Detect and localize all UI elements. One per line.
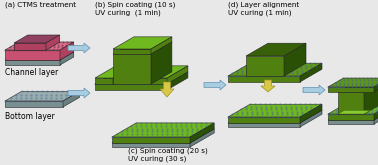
Polygon shape bbox=[95, 72, 188, 84]
Polygon shape bbox=[60, 52, 74, 65]
Polygon shape bbox=[95, 78, 113, 84]
Polygon shape bbox=[14, 35, 60, 43]
Polygon shape bbox=[63, 91, 79, 107]
Polygon shape bbox=[167, 72, 188, 90]
Polygon shape bbox=[374, 78, 378, 92]
Polygon shape bbox=[190, 129, 214, 147]
Text: UV curing  (1 min): UV curing (1 min) bbox=[95, 10, 161, 16]
Polygon shape bbox=[328, 111, 378, 120]
Polygon shape bbox=[5, 42, 74, 50]
Text: UV curing (1 min): UV curing (1 min) bbox=[228, 10, 291, 16]
Polygon shape bbox=[300, 110, 322, 127]
Polygon shape bbox=[46, 35, 60, 50]
Polygon shape bbox=[328, 114, 374, 120]
Polygon shape bbox=[338, 83, 378, 92]
Polygon shape bbox=[113, 54, 151, 84]
Polygon shape bbox=[113, 66, 134, 84]
Polygon shape bbox=[374, 111, 378, 124]
Polygon shape bbox=[151, 37, 172, 54]
Polygon shape bbox=[204, 80, 226, 90]
Text: (c) Spin coating (20 s): (c) Spin coating (20 s) bbox=[128, 147, 208, 153]
Polygon shape bbox=[228, 110, 322, 123]
Polygon shape bbox=[68, 88, 90, 98]
Polygon shape bbox=[228, 123, 300, 127]
Polygon shape bbox=[364, 83, 378, 114]
Polygon shape bbox=[95, 84, 167, 90]
Polygon shape bbox=[328, 87, 374, 92]
Polygon shape bbox=[14, 43, 46, 50]
Text: UV curing (30 s): UV curing (30 s) bbox=[128, 155, 186, 162]
Polygon shape bbox=[5, 50, 60, 60]
Polygon shape bbox=[113, 37, 172, 49]
Text: (d) Layer alignment: (d) Layer alignment bbox=[228, 2, 299, 9]
Polygon shape bbox=[151, 78, 167, 84]
Polygon shape bbox=[95, 66, 134, 78]
Polygon shape bbox=[328, 78, 378, 87]
Polygon shape bbox=[246, 56, 284, 76]
Polygon shape bbox=[328, 105, 378, 114]
Polygon shape bbox=[151, 66, 188, 78]
Polygon shape bbox=[5, 91, 79, 101]
Polygon shape bbox=[228, 63, 322, 76]
Polygon shape bbox=[303, 85, 325, 95]
Polygon shape bbox=[112, 129, 214, 143]
Polygon shape bbox=[338, 110, 370, 114]
Polygon shape bbox=[113, 49, 151, 54]
Polygon shape bbox=[151, 42, 172, 84]
Polygon shape bbox=[5, 60, 60, 65]
Polygon shape bbox=[338, 92, 364, 114]
Polygon shape bbox=[5, 52, 74, 60]
Polygon shape bbox=[300, 63, 322, 82]
Polygon shape bbox=[328, 120, 374, 124]
Polygon shape bbox=[246, 43, 306, 56]
Polygon shape bbox=[190, 123, 214, 143]
Polygon shape bbox=[5, 101, 63, 107]
Polygon shape bbox=[112, 143, 190, 147]
Text: Channel layer: Channel layer bbox=[5, 68, 58, 77]
Polygon shape bbox=[113, 42, 172, 54]
Text: (b) Spin coating (10 s): (b) Spin coating (10 s) bbox=[95, 2, 175, 9]
Polygon shape bbox=[167, 66, 188, 84]
Text: (a) CTMS treatment: (a) CTMS treatment bbox=[5, 2, 76, 9]
Polygon shape bbox=[228, 76, 300, 82]
Polygon shape bbox=[228, 117, 300, 123]
Polygon shape bbox=[112, 137, 190, 143]
Polygon shape bbox=[60, 42, 74, 60]
Polygon shape bbox=[300, 104, 322, 123]
Polygon shape bbox=[261, 80, 275, 92]
Polygon shape bbox=[68, 43, 90, 53]
Text: Bottom layer: Bottom layer bbox=[5, 112, 55, 121]
Polygon shape bbox=[284, 43, 306, 76]
Polygon shape bbox=[160, 82, 174, 97]
Polygon shape bbox=[112, 123, 214, 137]
Polygon shape bbox=[374, 105, 378, 120]
Polygon shape bbox=[228, 104, 322, 117]
